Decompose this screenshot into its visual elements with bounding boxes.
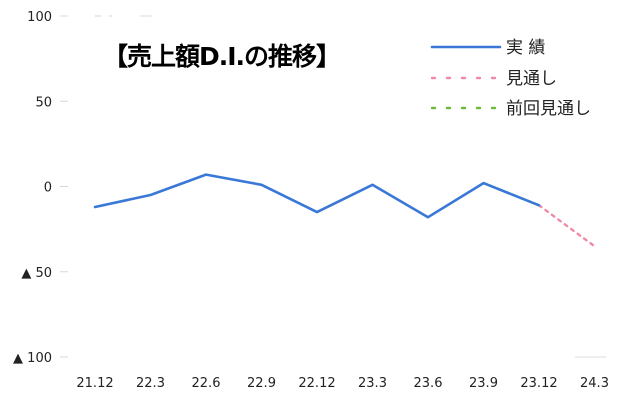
chart-title: 【売上額D.I.の推移】 bbox=[103, 42, 340, 71]
x-tick-label: 23.12 bbox=[520, 376, 557, 391]
plot-series bbox=[93, 173, 596, 248]
y-tick-label: 50 bbox=[35, 95, 52, 110]
x-axis-ticks: 21.12 22.3 22.6 22.9 22.12 23.3 23.6 23.9 23.12 2… bbox=[76, 376, 609, 391]
y-tick-label: 0 bbox=[44, 181, 52, 196]
x-tick-label: 23.9 bbox=[469, 376, 498, 391]
legend-label: 前回見通し bbox=[506, 99, 591, 119]
x-tick-label: 23.6 bbox=[414, 376, 443, 391]
series-line-forecast bbox=[537, 204, 596, 248]
x-tick-label: 22.3 bbox=[136, 376, 165, 391]
x-tick-label: 23.3 bbox=[358, 376, 387, 391]
x-tick-label: 22.6 bbox=[192, 376, 221, 391]
series-line-actual bbox=[93, 173, 541, 219]
legend-label: 実 績 bbox=[506, 38, 545, 58]
y-axis-ticks: 100 50 0 ▲ 50 ▲ 100 bbox=[13, 10, 606, 366]
x-tick-label: 24.3 bbox=[580, 376, 609, 391]
x-tick-label: 21.12 bbox=[76, 376, 113, 391]
x-tick-label: 22.9 bbox=[247, 376, 276, 391]
x-tick-label: 22.12 bbox=[298, 376, 335, 391]
y-tick-label: 100 bbox=[27, 10, 52, 25]
y-tick-label: ▲ 100 bbox=[13, 351, 52, 366]
legend-label: 見通し bbox=[506, 69, 557, 89]
y-tick-label: ▲ 50 bbox=[21, 266, 52, 281]
